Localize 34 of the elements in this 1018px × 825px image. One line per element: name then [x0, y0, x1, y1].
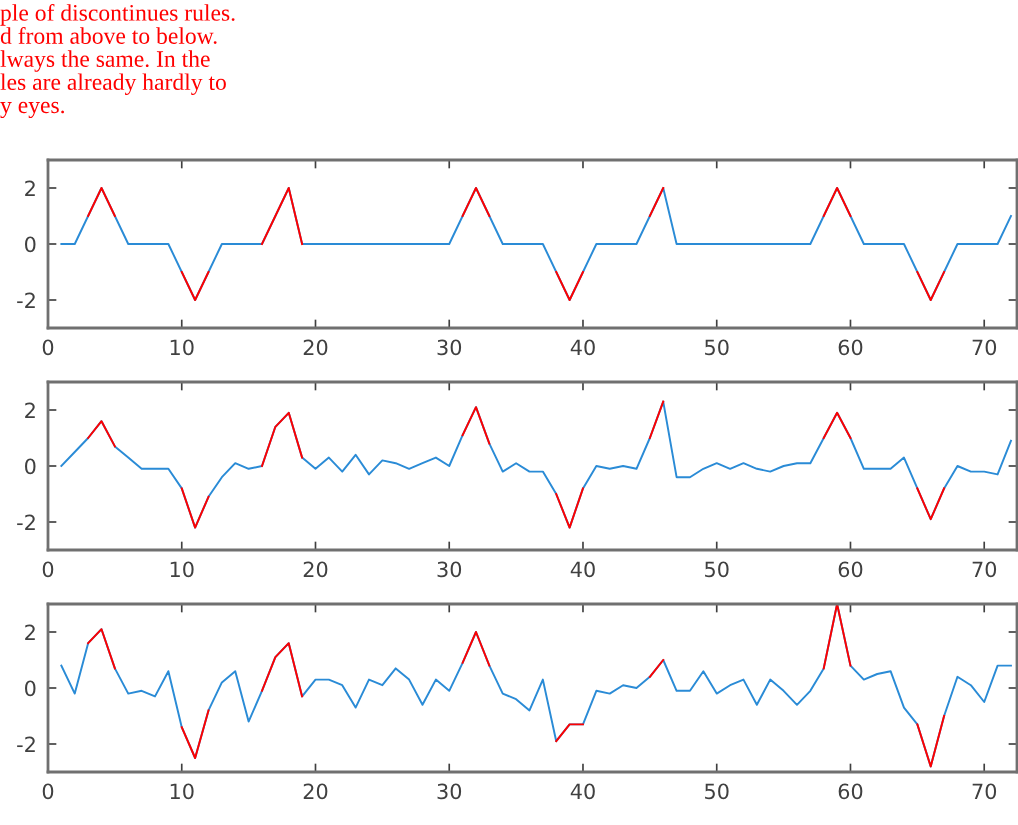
x-tick-label: 70: [972, 783, 997, 800]
x-tick-label: 40: [570, 783, 595, 800]
x-tick-label: 70: [972, 339, 997, 356]
y-tick-label: 0: [25, 458, 36, 475]
x-tick-label: 50: [705, 783, 729, 800]
x-tick-label: 50: [705, 339, 729, 356]
x-tick-label: 10: [170, 339, 194, 356]
x-tick-label: 10: [170, 561, 194, 578]
y-tick-label: 2: [25, 402, 35, 418]
x-tick-label: 30: [437, 561, 462, 578]
x-tick-label: 40: [570, 561, 595, 578]
x-tick-label: 30: [437, 339, 462, 356]
x-tick-label: 60: [838, 561, 863, 578]
x-tick-label: 50: [705, 561, 729, 578]
x-tick-label: 20: [303, 561, 328, 578]
y-tick-label: 2: [25, 180, 35, 196]
y-tick-label: 0: [25, 236, 36, 253]
x-tick-label: 30: [437, 783, 462, 800]
y-tick-label: -2: [17, 514, 35, 530]
y-tick-label: -2: [17, 292, 35, 308]
x-tick-label: 20: [303, 783, 328, 800]
text: ple of discontinues rules. d from above to below. lways the same. In the les are already hardly to y eyes.: [0, 4, 235, 119]
y-tick-label: 0: [25, 680, 36, 697]
y-tick-label: 2: [25, 624, 35, 640]
x-tick-label: 60: [838, 783, 863, 800]
x-tick-label: 20: [303, 339, 328, 356]
y-tick-label: -2: [17, 736, 35, 752]
x-tick-label: 10: [170, 783, 194, 800]
x-tick-label: 40: [570, 339, 595, 356]
x-tick-label: 0: [42, 783, 54, 800]
x-tick-label: 70: [972, 561, 997, 578]
x-tick-label: 0: [42, 339, 54, 356]
x-tick-label: 0: [42, 561, 54, 578]
x-tick-label: 60: [838, 339, 863, 356]
